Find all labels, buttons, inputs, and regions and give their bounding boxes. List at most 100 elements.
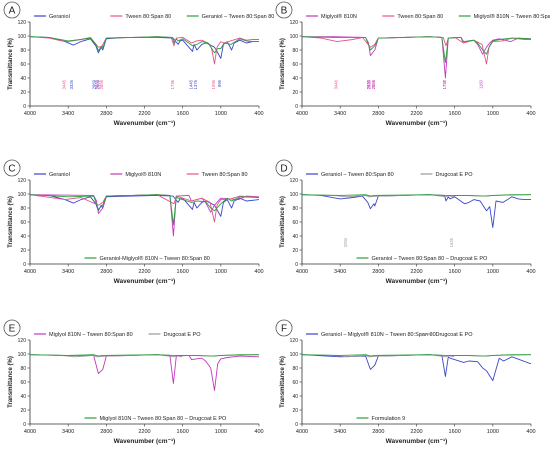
- series-line-3: [30, 354, 259, 357]
- peak-annotation: 2930: [366, 79, 371, 89]
- x-tick-label: 1000: [215, 269, 227, 275]
- peak-annotation: 1736: [442, 79, 447, 89]
- x-tick-label: 1000: [215, 111, 227, 117]
- legend-label: Geraniol – Tween 80:Span 80: [321, 172, 394, 178]
- x-tick-label: 400: [526, 429, 535, 435]
- y-tick-label: 100: [18, 192, 27, 198]
- legend-label: Geraniol-Miglyol® 810N – Tween 80:Span 8…: [100, 255, 210, 262]
- y-tick-label: 120: [18, 178, 27, 184]
- x-tick-label: 400: [526, 269, 535, 275]
- x-axis-label: Wavenumber (cm⁻¹): [386, 438, 448, 445]
- x-tick-label: 3400: [62, 111, 74, 117]
- x-axis-label: Wavenumber (cm⁻¹): [114, 120, 176, 127]
- y-tick-label: 40: [292, 394, 298, 400]
- x-tick-label: 2200: [138, 429, 150, 435]
- series-line-1: [302, 194, 531, 229]
- panel-f: F 0 20 40 60 80 100 120 4000 3400 2800 2200 1600 1000…: [275, 319, 536, 445]
- panel-label-badge: B: [275, 1, 293, 19]
- y-tick-label: 0: [295, 262, 298, 268]
- series-line-3: [302, 36, 531, 64]
- peak-annotation: 2922: [95, 79, 100, 89]
- legend-label: Formulation 9: [372, 416, 406, 422]
- legend-label: Drugcoat E PO: [436, 332, 474, 338]
- panel-c: C 0 20 40 60 80 100 120 4000 3400 2800 2200 1600 1000…: [3, 159, 264, 285]
- x-tick-label: 3400: [334, 111, 346, 117]
- panel-badge-circle: [3, 1, 21, 19]
- peak-annotation: 2969: [92, 79, 97, 89]
- legend-label: Geraniol: [49, 14, 70, 20]
- series-line-1: [30, 354, 259, 391]
- panel-badge-circle: [3, 319, 21, 337]
- y-tick-label: 60: [20, 62, 26, 68]
- x-tick-label: 1600: [177, 111, 189, 117]
- peak-annotation: 2925: [366, 79, 371, 89]
- x-tick-label: 3400: [62, 269, 74, 275]
- panel-label: F: [281, 324, 287, 335]
- x-tick-label: 2200: [410, 269, 422, 275]
- y-axis-label: Transmittance (%): [280, 196, 286, 248]
- x-tick-label: 1600: [177, 429, 189, 435]
- x-tick-label: 400: [254, 111, 263, 117]
- y-tick-label: 120: [290, 178, 299, 184]
- peak-annotation: 1376: [193, 79, 198, 89]
- x-tick-label: 3400: [62, 429, 74, 435]
- y-tick-label: 120: [18, 338, 27, 344]
- peak-annotation: 2856: [371, 79, 376, 89]
- y-tick-label: 100: [18, 352, 27, 358]
- peak-annotation: 1160: [479, 79, 484, 89]
- x-tick-label: 4000: [24, 269, 36, 275]
- panel-d: D 0 20 40 60 80 100 120 4000 3400 2800 2200 1600 1000…: [275, 159, 536, 285]
- x-tick-label: 2800: [372, 111, 384, 117]
- y-tick-label: 20: [292, 408, 298, 414]
- panel-label-badge: C: [3, 159, 21, 177]
- y-tick-label: 40: [20, 76, 26, 82]
- peak-annotation: 2855: [371, 79, 376, 89]
- x-tick-label: 400: [526, 111, 535, 117]
- legend-label: Drugcoat E PO: [164, 332, 202, 338]
- x-tick-label: 1000: [215, 429, 227, 435]
- legend-label: Drugcoat E PO: [436, 172, 474, 178]
- peak-annotation: 1737: [442, 79, 447, 89]
- series-line-3: [302, 354, 531, 357]
- legend-label: Geraniol – Miglyol® 810N – Tween 80:Span…: [321, 331, 436, 338]
- x-tick-label: 400: [254, 429, 263, 435]
- x-tick-label: 2800: [100, 269, 112, 275]
- panel-a: A 0 20 40 60 80 100 120 4000 3400 2800 2200 1600 1000…: [3, 1, 275, 127]
- x-tick-label: 4000: [296, 111, 308, 117]
- peak-annotation: 3326: [69, 79, 74, 89]
- y-tick-label: 80: [292, 48, 298, 54]
- legend-label: Geraniol: [49, 172, 70, 178]
- peak-annotation: 3445: [61, 79, 66, 89]
- y-tick-label: 100: [290, 352, 299, 358]
- y-tick-label: 20: [292, 248, 298, 254]
- legend-label: Geraniol – Tween 80:Span 80: [202, 14, 275, 20]
- series-line-1: [302, 354, 531, 382]
- series-line-2: [30, 36, 259, 65]
- x-tick-label: 2200: [138, 269, 150, 275]
- panel-badge-circle: [275, 159, 293, 177]
- y-axis-label: Transmittance (%): [8, 38, 14, 90]
- panel-label: B: [281, 6, 288, 17]
- y-tick-label: 80: [20, 206, 26, 212]
- peak-annotation: 1736: [170, 79, 175, 89]
- x-tick-label: 1600: [449, 269, 461, 275]
- y-tick-label: 120: [290, 338, 299, 344]
- y-tick-label: 120: [290, 20, 299, 26]
- series-line-2: [302, 36, 531, 65]
- y-tick-label: 80: [292, 206, 298, 212]
- x-tick-label: 400: [254, 269, 263, 275]
- x-tick-label: 2800: [372, 269, 384, 275]
- y-tick-label: 20: [20, 408, 26, 414]
- legend-label: Tween 80:Span 80: [202, 172, 248, 178]
- y-tick-label: 40: [292, 234, 298, 240]
- peak-annotation: 2855: [99, 79, 104, 89]
- series-line-1: [30, 36, 259, 59]
- y-axis-label: Transmittance (%): [8, 356, 14, 408]
- legend-label: Miglyol 810N – Tween 80:Span 80 – Drugco…: [100, 416, 228, 422]
- panel-label: E: [9, 324, 16, 335]
- legend-label: Miglyol® 810N: [125, 171, 161, 178]
- x-tick-label: 2800: [100, 429, 112, 435]
- x-tick-label: 1000: [487, 111, 499, 117]
- legend-label: Miglyol 810N – Tween 80:Span 80: [49, 332, 133, 338]
- x-tick-label: 4000: [296, 269, 308, 275]
